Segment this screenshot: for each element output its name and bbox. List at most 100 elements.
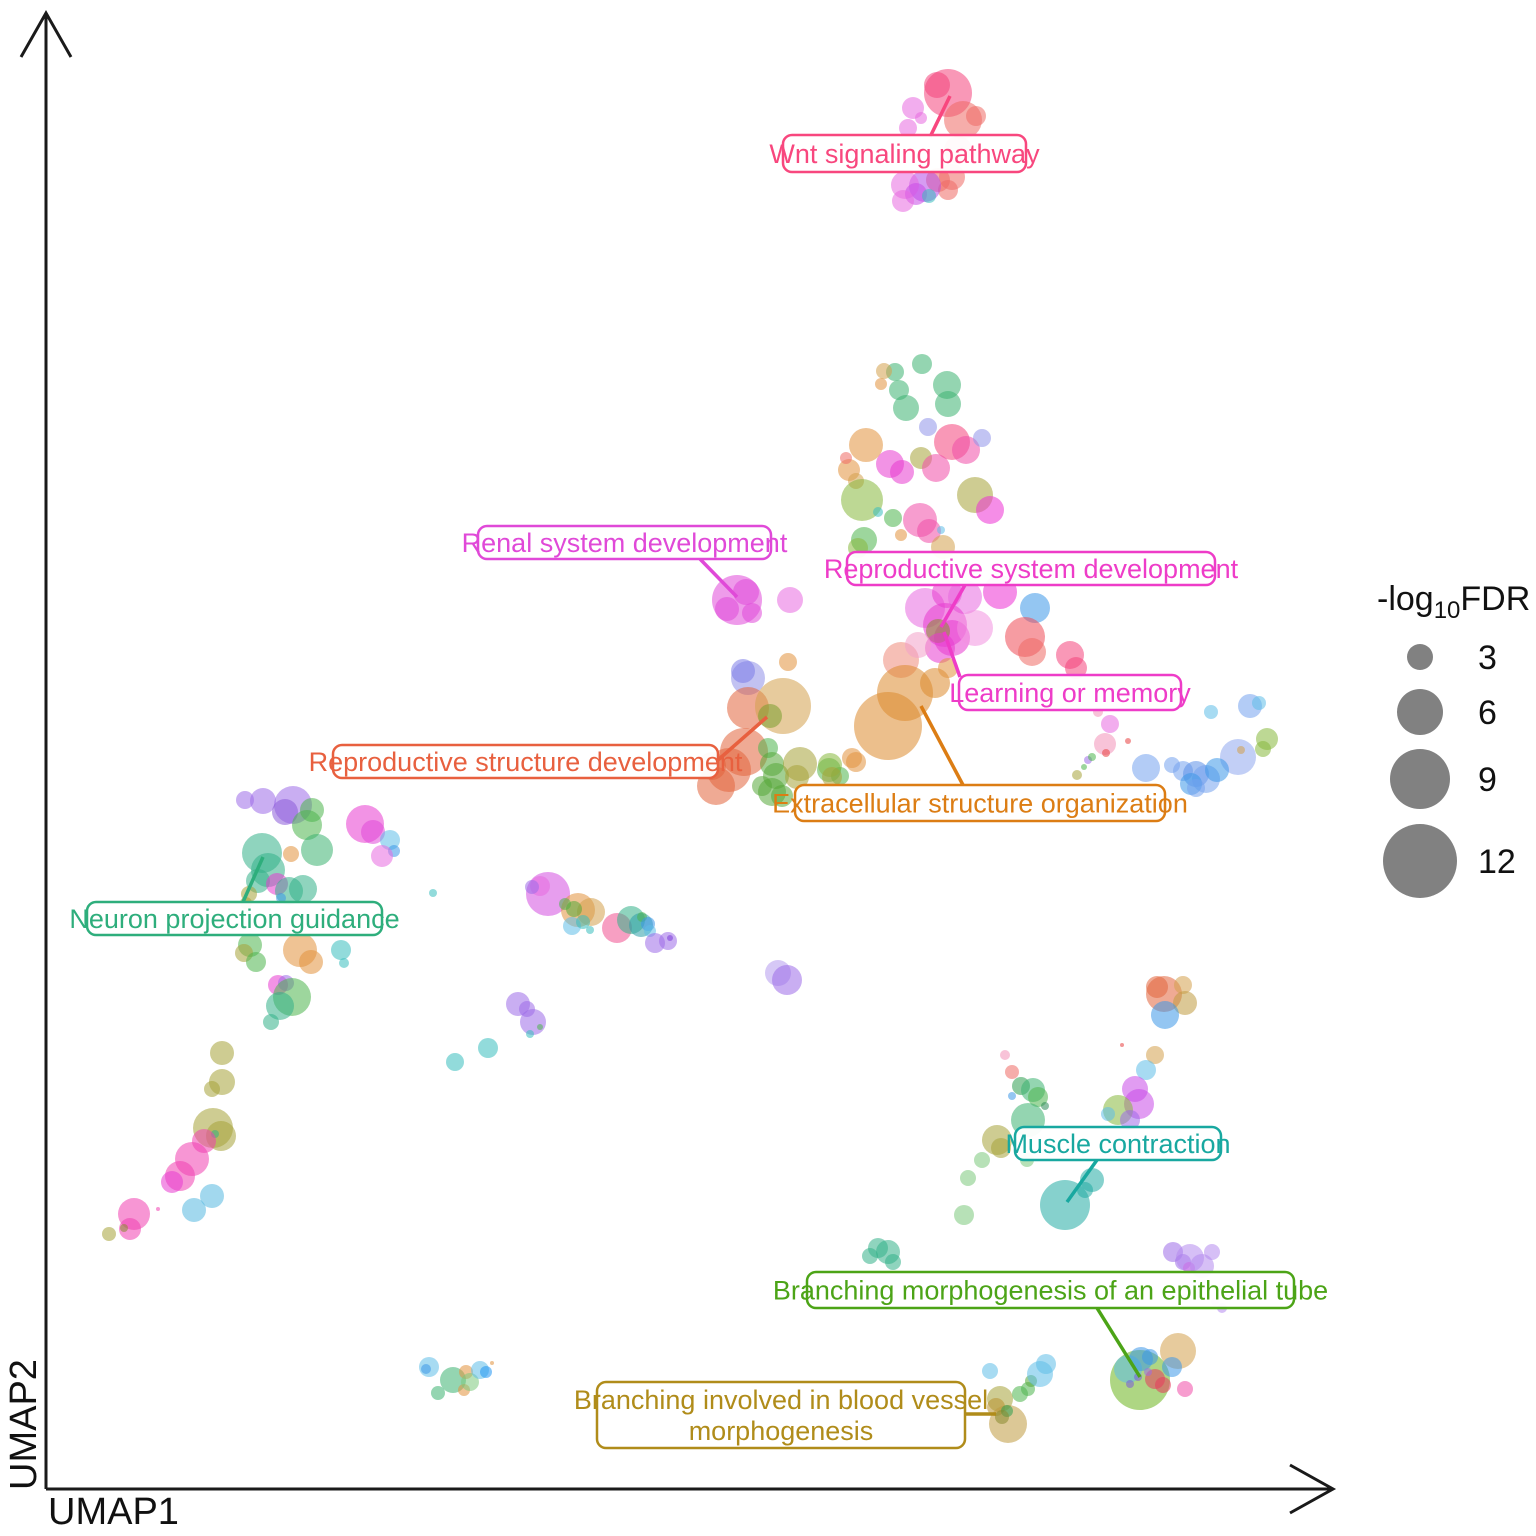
bubble [1204, 705, 1218, 719]
bubble [371, 845, 393, 867]
bubble [876, 363, 892, 379]
bubble [892, 190, 914, 212]
bubble [526, 1030, 534, 1038]
annotation-text: Wnt signaling pathway [769, 139, 1040, 169]
annotation-box [595, 1380, 967, 1450]
bubble [899, 119, 917, 137]
bubble [246, 952, 266, 972]
bubble [525, 880, 539, 894]
bubble [421, 1364, 431, 1374]
leader-line [698, 557, 739, 599]
annotation-label: Branching involved in blood vesselmorpho… [574, 1380, 988, 1450]
annotation-box [331, 743, 720, 780]
legend: -log10FDR 3 6 9 12 [1377, 580, 1530, 898]
bubble [933, 371, 961, 399]
annotation-text: morphogenesis [689, 1416, 874, 1446]
bubble [1220, 739, 1256, 775]
annotation-box [781, 133, 1028, 174]
bubble [1255, 741, 1271, 757]
bubble [1088, 753, 1096, 761]
legend-title-subscript: 10 [1434, 597, 1461, 624]
bubble [161, 1171, 183, 1193]
legend-bubble [1397, 689, 1443, 735]
legend-bubble [1383, 824, 1457, 898]
bubble [667, 935, 673, 941]
annotation-text: Renal system development [462, 528, 788, 558]
bubble [156, 1207, 160, 1211]
leader-line [942, 631, 962, 678]
bubble [1237, 746, 1245, 754]
bubble [960, 1170, 976, 1186]
annotation-text: Learning or memory [949, 678, 1191, 708]
bubble [461, 1373, 479, 1391]
bubble [339, 958, 349, 968]
annotation-box [845, 550, 1217, 587]
bubble [924, 72, 950, 98]
bubble [937, 526, 945, 534]
bubble [1102, 749, 1110, 757]
annotation-text: Reproductive system development [824, 554, 1239, 584]
annotation-text: Muscle contraction [1005, 1129, 1230, 1159]
bubble [361, 820, 385, 844]
annotation-label: Neuron projection guidance [69, 900, 400, 937]
bubble [973, 429, 991, 447]
bubble [446, 1053, 464, 1071]
bubble [1177, 1381, 1193, 1397]
bubble [1101, 1107, 1115, 1121]
legend-size-label: 9 [1478, 761, 1497, 799]
bubble [182, 1198, 206, 1222]
bubble [429, 889, 437, 897]
bubble [1204, 1244, 1220, 1260]
bubble [283, 846, 299, 862]
annotation-label-layer: Wnt signaling pathway Renal system develo… [69, 133, 1328, 1450]
bubble [431, 1386, 445, 1400]
legend-bubble [1407, 644, 1433, 670]
bubble [1136, 1060, 1156, 1080]
bubble [976, 496, 1004, 524]
bubble [938, 180, 958, 200]
bubble [576, 915, 590, 929]
bubble [912, 354, 932, 374]
legend-size-label: 3 [1478, 639, 1497, 677]
annotation-text: Branching involved in blood vessel [574, 1385, 988, 1415]
bubble [954, 1205, 974, 1225]
bubble [957, 610, 993, 646]
bubble [875, 378, 887, 390]
bubble [842, 748, 862, 768]
leader-line [1095, 1307, 1142, 1378]
bubble [771, 785, 793, 807]
legend-size-label: 6 [1478, 694, 1497, 732]
bubble [935, 391, 961, 417]
bubble [873, 507, 883, 517]
leader-line [1065, 1158, 1099, 1204]
annotation-box [85, 900, 384, 937]
bubble [1126, 1380, 1134, 1388]
y-axis-arrow [19, 9, 73, 58]
bubble [922, 189, 936, 203]
annotation-label: Branching morphogenesis of an epithelial… [773, 1270, 1328, 1310]
bubble [890, 460, 914, 484]
bubble [1041, 1102, 1049, 1110]
annotation-box [805, 1270, 1296, 1310]
bubble [299, 950, 323, 974]
bubble [966, 106, 986, 126]
bubble [772, 965, 802, 995]
bubble [1120, 1110, 1140, 1130]
annotation-label: Wnt signaling pathway [769, 133, 1040, 174]
bubble [119, 1218, 141, 1240]
bubble [948, 580, 982, 614]
bubble [566, 901, 582, 917]
bubble [1081, 764, 1087, 770]
leader-line [928, 95, 952, 138]
bubble [917, 519, 941, 543]
bubble [840, 452, 852, 464]
bubble [822, 767, 842, 787]
bubble [250, 788, 276, 814]
bubble [1142, 1349, 1158, 1365]
bubble [292, 810, 322, 840]
bubble [889, 380, 909, 400]
leader-line [241, 856, 265, 903]
bubble [1000, 1050, 1010, 1060]
bubble [263, 1014, 279, 1030]
